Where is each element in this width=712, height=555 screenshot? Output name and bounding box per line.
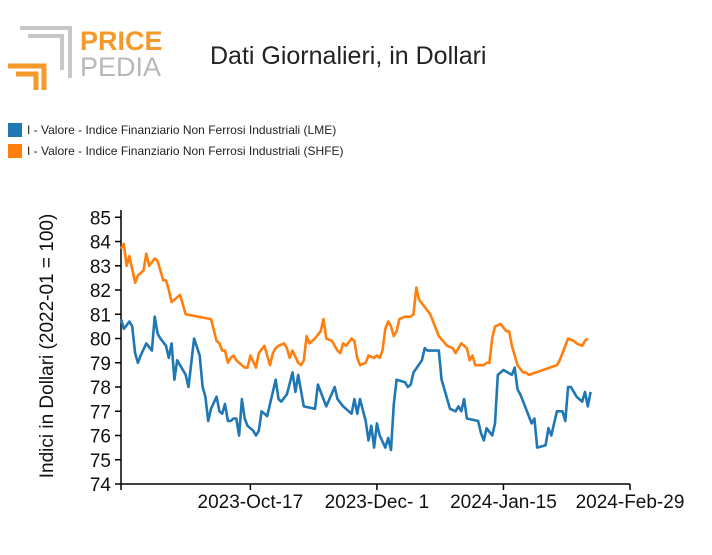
y-tick-label: 75	[90, 451, 111, 472]
y-tick-label: 80	[90, 330, 111, 351]
y-tick-label: 81	[90, 305, 111, 326]
y-tick-label: 83	[90, 257, 111, 278]
logo-mark	[8, 26, 72, 90]
x-tick-label: 2024-Feb-29	[576, 492, 685, 513]
legend-swatch-shfe	[8, 143, 22, 158]
legend-label-lme: I - Valore - Indice Finanziario Non Ferr…	[27, 122, 337, 137]
legend: I - Valore - Indice Finanziario Non Ferr…	[8, 119, 344, 161]
series-layer	[119, 242, 592, 452]
legend-item-shfe[interactable]: I - Valore - Indice Finanziario Non Ferr…	[8, 140, 344, 161]
y-tick-label: 85	[90, 208, 111, 229]
logo-word-price: PRICE	[80, 26, 163, 56]
series-line-lme	[119, 315, 592, 452]
y-tick-label: 84	[90, 233, 112, 254]
x-tick-label: 2023-Oct-17	[198, 492, 304, 513]
y-tick-label: 76	[90, 427, 111, 448]
legend-label-shfe: I - Valore - Indice Finanziario Non Ferr…	[27, 143, 344, 158]
y-tick-label: 82	[90, 281, 111, 302]
y-tick-label: 79	[90, 354, 111, 375]
logo-word-pedia: PEDIA	[80, 52, 161, 82]
y-axis-title: Indici in Dollari (2022-01 = 100)	[37, 214, 58, 479]
pricepedia-logo: PRICE PEDIA	[8, 26, 163, 90]
y-tick-label: 77	[90, 402, 111, 423]
legend-swatch-lme	[8, 122, 22, 137]
x-tick-label: 2024-Jan-15	[450, 492, 557, 513]
chart-title: Dati Giornalieri, in Dollari	[210, 42, 487, 70]
legend-item-lme[interactable]: I - Valore - Indice Finanziario Non Ferr…	[8, 119, 344, 140]
y-tick-label: 74	[90, 475, 112, 496]
x-tick-label: 2023-Dec- 1	[325, 492, 430, 513]
y-tick-label: 78	[90, 378, 111, 399]
series-line-shfe	[119, 242, 589, 377]
axes: 74 75 76 77 78 79 80 81 82 83 84 85 2023-Oct-17 2023-…	[90, 208, 685, 513]
